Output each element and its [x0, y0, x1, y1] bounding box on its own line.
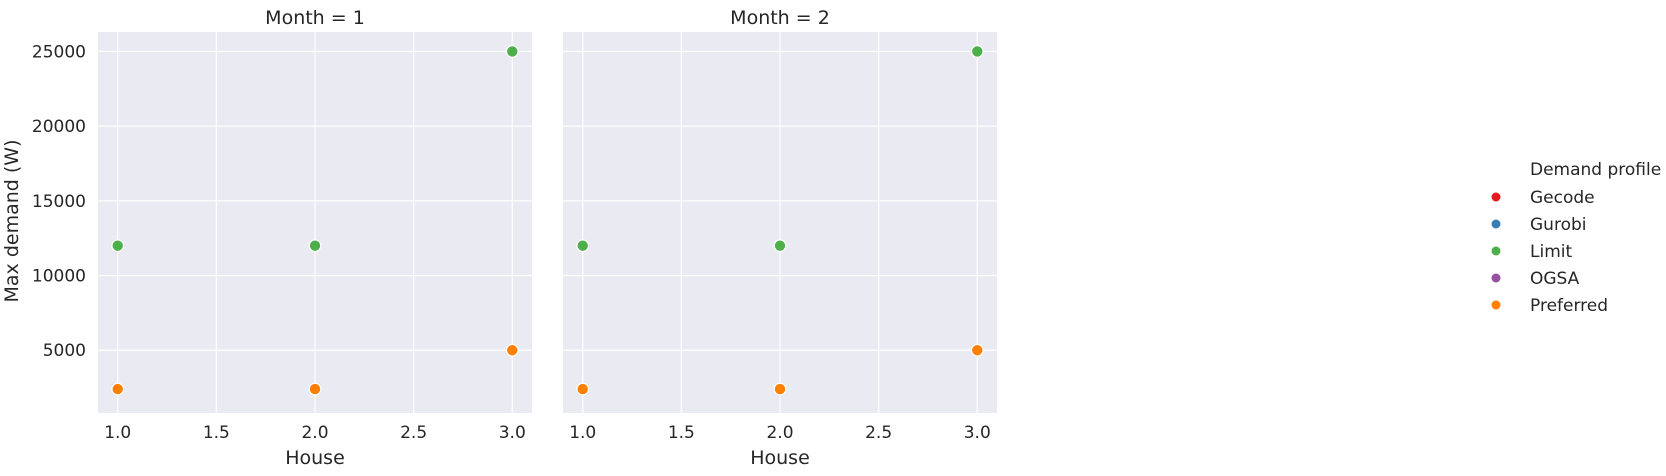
x-tick-label: 2.0: [766, 423, 793, 443]
x-axis-title: House: [750, 447, 810, 469]
x-tick-label: 2.5: [865, 423, 892, 443]
legend-label: OGSA: [1530, 269, 1580, 289]
y-tick-label: 20000: [32, 117, 86, 137]
point-limit: [505, 45, 519, 58]
x-axis-title: House: [285, 447, 345, 469]
x-tick-label: 1.5: [203, 423, 230, 443]
legend: Demand profile Gecode Gurobi Limit OGSA Pref…: [1491, 160, 1661, 316]
legend-marker: [1491, 273, 1501, 283]
legend-label: Gurobi: [1530, 215, 1586, 235]
x-tick-label: 2.5: [400, 423, 427, 443]
x-tick-label: 1.5: [668, 423, 695, 443]
y-tick-label: 10000: [32, 267, 86, 287]
legend-marker: [1491, 219, 1501, 229]
point-preferred: [505, 343, 519, 357]
legend-marker: [1491, 246, 1501, 256]
y-tick-label: 15000: [32, 192, 86, 212]
point-limit: [970, 45, 984, 58]
panels: 1.0 1.5 2.0 2.5 3.0 5000 10000 15000 20000 25000 M…: [32, 7, 997, 469]
point-preferred: [773, 382, 787, 396]
point-limit: [773, 239, 787, 253]
point-limit: [308, 239, 322, 253]
point-preferred: [970, 343, 984, 357]
panel-title: Month = 2: [730, 7, 830, 29]
legend-label: Limit: [1530, 242, 1572, 262]
x-tick-label: 2.0: [301, 423, 328, 443]
legend-title: Demand profile: [1530, 160, 1661, 180]
legend-marker: [1491, 300, 1501, 310]
x-tick-label: 3.0: [964, 423, 991, 443]
legend-marker: [1491, 192, 1501, 202]
point-preferred: [111, 382, 125, 396]
legend-label: Preferred: [1530, 296, 1608, 316]
x-tick-label: 1.0: [104, 423, 131, 443]
y-tick-label: 5000: [43, 341, 86, 361]
x-tick-label: 1.0: [569, 423, 596, 443]
point-limit: [576, 239, 590, 253]
legend-label: Gecode: [1530, 188, 1595, 208]
point-preferred: [576, 382, 590, 396]
y-tick-label: 25000: [32, 42, 86, 62]
panel-month-2: 1.0 1.5 2.0 2.5 3.0 Month = 2 House: [563, 7, 997, 469]
panel-month-1: 1.0 1.5 2.0 2.5 3.0 5000 10000 15000 20000 25000 M…: [32, 7, 532, 469]
y-axis-title: Max demand (W): [1, 140, 23, 303]
point-limit: [111, 239, 125, 253]
panel-title: Month = 1: [265, 7, 365, 29]
x-tick-label: 3.0: [499, 423, 526, 443]
point-preferred: [308, 382, 322, 396]
